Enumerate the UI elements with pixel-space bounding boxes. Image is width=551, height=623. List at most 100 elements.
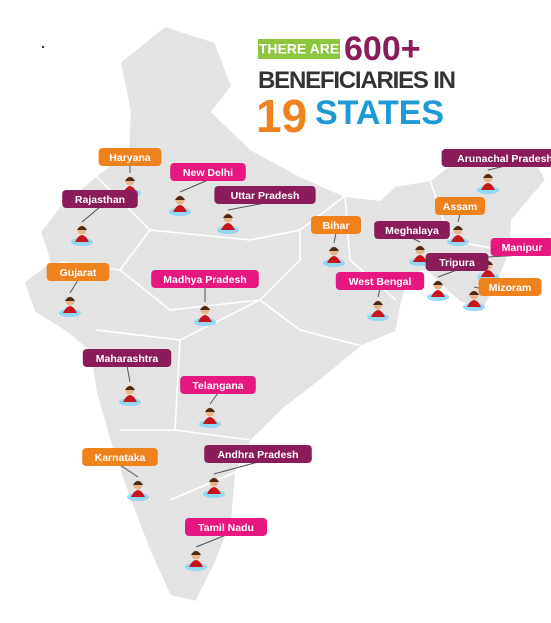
label-box <box>185 518 267 536</box>
state-label: Uttar Pradesh <box>231 190 300 202</box>
label-box <box>98 148 162 166</box>
label-box <box>441 149 551 167</box>
label-box <box>374 221 450 239</box>
pin-body <box>203 417 217 424</box>
pin-hair <box>125 177 135 181</box>
pin-body <box>63 306 77 313</box>
pin-hair <box>223 214 233 218</box>
header-line2: BENEFICIARIES IN <box>258 67 456 94</box>
pin-body <box>123 395 137 402</box>
state-marker: Telangana <box>180 376 256 428</box>
label-box <box>82 448 158 466</box>
pin-hair <box>433 281 443 285</box>
state-marker: Haryana <box>98 148 162 197</box>
pin-body <box>173 205 187 212</box>
label-box <box>46 263 110 281</box>
pin-body <box>467 300 481 307</box>
state-label: Karnataka <box>95 452 146 464</box>
state-marker: Maharashtra <box>82 349 172 406</box>
pin-body <box>371 310 385 317</box>
state-label: Rajasthan <box>75 194 125 206</box>
state-label: Telangana <box>192 380 243 392</box>
state-marker: Tamil Nadu <box>185 518 267 571</box>
label-box <box>478 278 542 296</box>
state-label: Assam <box>443 201 477 213</box>
pin-body <box>451 235 465 242</box>
label-box <box>180 376 256 394</box>
state-label: Tamil Nadu <box>198 522 254 534</box>
state-label: Gujarat <box>60 267 97 279</box>
state-marker: Tripura <box>425 253 489 301</box>
pin-hair <box>469 291 479 295</box>
state-label: New Delhi <box>183 167 233 179</box>
label-box <box>151 270 259 288</box>
pin-hair <box>125 386 135 390</box>
header-line1: THERE ARE <box>259 41 339 57</box>
label-box <box>82 349 172 367</box>
leader-line <box>213 461 259 475</box>
state-marker: Karnataka <box>82 448 158 501</box>
pin-hair <box>205 408 215 412</box>
label-box <box>425 253 489 271</box>
state-marker: Bihar <box>311 216 361 267</box>
header-box <box>258 39 340 59</box>
header-count: 19 <box>256 90 307 142</box>
state-marker: Madhya Pradesh <box>151 270 259 326</box>
leader-line <box>457 213 461 223</box>
state-label: Manipur <box>502 242 543 254</box>
state-label: Bihar <box>323 220 350 232</box>
label-box <box>214 186 316 204</box>
pin-hair <box>415 246 425 250</box>
leader-line <box>377 288 381 298</box>
header-number: 600+ <box>344 30 421 68</box>
state-marker: Andhra Pradesh <box>203 445 312 498</box>
state-label: Maharashtra <box>96 353 159 365</box>
state-marker: Meghalaya <box>374 221 450 266</box>
pin-hair <box>175 196 185 200</box>
state-label: West Bengal <box>349 276 412 288</box>
leader-line <box>81 206 101 223</box>
state-label: Mizoram <box>489 282 532 294</box>
state-marker: West Bengal <box>335 272 425 321</box>
state-label: Haryana <box>109 152 151 164</box>
state-label: Andhra Pradesh <box>217 449 298 461</box>
label-box <box>335 272 425 290</box>
leader-line <box>209 392 219 405</box>
state-marker: Assam <box>435 197 485 246</box>
leader-line <box>333 232 337 244</box>
leader-line <box>437 269 458 278</box>
leader-line <box>69 279 79 294</box>
pin-hair <box>329 247 339 251</box>
leader-line <box>119 464 139 478</box>
label-box <box>490 238 551 256</box>
dot <box>42 46 44 48</box>
pin-body <box>198 315 212 322</box>
pin-body <box>189 560 203 567</box>
pin-body <box>327 256 341 263</box>
pin-hair <box>453 226 463 230</box>
label-box <box>204 445 312 463</box>
state-marker: New Delhi <box>169 163 246 216</box>
pin-hair <box>65 297 75 301</box>
state-marker: Arunachal Pradesh <box>441 149 551 194</box>
pin-hair <box>209 478 219 482</box>
pin-hair <box>373 301 383 305</box>
state-label: Arunachal Pradesh <box>457 153 551 165</box>
pin-body <box>221 223 235 230</box>
header: THERE ARE 600+ BENEFICIARIES IN 19 STATE… <box>256 30 456 142</box>
pin-body <box>431 290 445 297</box>
label-box <box>62 190 138 208</box>
pin-body <box>413 255 427 262</box>
state-marker: Rajasthan <box>62 190 138 246</box>
leader-line <box>195 534 227 548</box>
label-box <box>311 216 361 234</box>
pin-body <box>131 490 145 497</box>
pin-hair <box>483 174 493 178</box>
pin-body <box>481 270 495 277</box>
pin-hair <box>133 481 143 485</box>
pin-hair <box>77 226 87 230</box>
pin-body <box>481 183 495 190</box>
label-box <box>435 197 485 215</box>
state-marker: Gujarat <box>46 263 110 317</box>
